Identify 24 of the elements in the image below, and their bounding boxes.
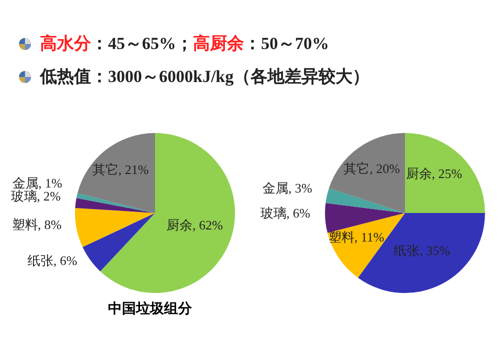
text: 高水分：45～65%；高厨余：50～70% [40, 34, 329, 53]
pie-slice [326, 188, 405, 213]
pie-slice [405, 133, 485, 213]
pie-slice [75, 198, 155, 213]
pie-slice [358, 213, 485, 293]
slice-label: 塑料, 11% [328, 230, 384, 245]
slice-label: 金属, 3% [262, 180, 312, 196]
slice-label: 玻璃, 2% [10, 188, 61, 204]
text: 中国垃圾组分 [107, 300, 193, 318]
slice-label: 厨余, 62% [166, 218, 223, 233]
pie-slice [75, 208, 155, 248]
slice-label: 纸张, 6% [27, 252, 78, 268]
slice-label: 塑料, 8% [12, 216, 62, 232]
slice-label: 其它, 21% [92, 162, 149, 178]
slice-label: 纸张, 35% [394, 242, 450, 258]
slice-label: 厨余, 25% [406, 166, 462, 182]
text: 低热值：3000～6000kJ/kg（各地差异较大） [40, 67, 370, 86]
slice-label: 其它, 20% [344, 161, 400, 176]
pie-slice [76, 193, 155, 213]
pie-slice [82, 213, 155, 272]
slice-label: 玻璃, 6% [260, 206, 310, 221]
slice-label: 金属, 1% [12, 176, 62, 191]
pie-slice [328, 133, 405, 213]
pie-slice [78, 133, 155, 213]
